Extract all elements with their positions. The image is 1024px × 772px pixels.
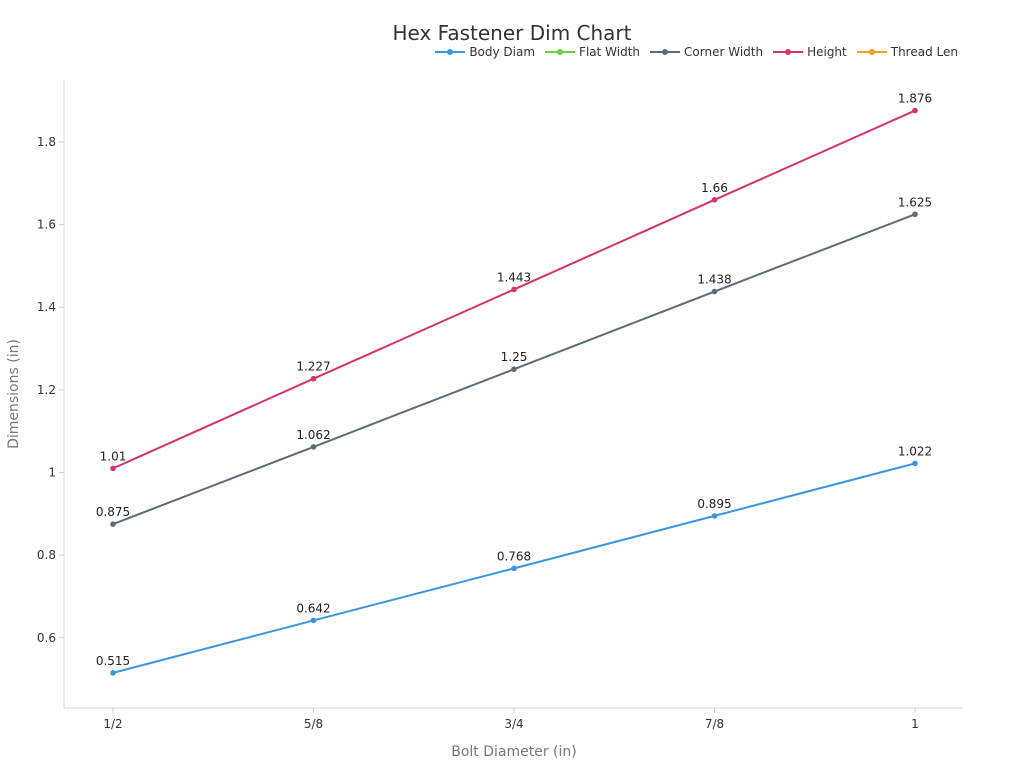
legend-swatch (435, 46, 466, 58)
body-diam-point (110, 670, 116, 676)
x-tick-label: 5/8 (304, 717, 323, 731)
height-point (511, 286, 517, 293)
y-tick-label: 1 (48, 466, 56, 480)
legend-label: Flat Width (579, 45, 641, 59)
series-corner-width: 0.875 1.062 1.25 1.438 1.625 (96, 195, 932, 527)
corner-width-data-label: 1.625 (898, 195, 932, 209)
legend-item-body-diam[interactable]: Body Diam (435, 45, 535, 59)
height-data-label: 1.443 (497, 270, 531, 284)
body-diam-data-label: 0.895 (697, 497, 731, 511)
y-tick-label: 1.6 (37, 218, 56, 232)
corner-width-point (711, 288, 718, 295)
height-point (711, 197, 718, 203)
height-data-label: 1.876 (898, 92, 932, 106)
x-tick-label: 7/8 (705, 717, 724, 731)
legend-swatch-dot (662, 49, 669, 55)
y-tick-label: 0.6 (37, 631, 56, 645)
x-tick-label: 1 (911, 717, 919, 731)
legend-swatch-dot (868, 49, 875, 55)
x-tick-label: 3/4 (504, 717, 523, 731)
legend-swatch (773, 46, 804, 58)
corner-width-data-label: 0.875 (96, 505, 130, 519)
corner-width-point (310, 444, 317, 450)
y-axis-label: Dimensions (in) (6, 339, 22, 449)
legend-swatch (650, 46, 681, 58)
chart-title: Hex Fastener Dim Chart (393, 21, 632, 45)
legend-label: Height (807, 45, 847, 59)
legend-label: Body Diam (469, 45, 536, 59)
body-diam-data-label: 0.642 (296, 601, 330, 615)
y-tick-label: 1.2 (37, 383, 56, 397)
legend-swatch (856, 46, 887, 58)
height-point (110, 465, 116, 472)
body-diam-data-label: 1.022 (898, 444, 932, 458)
legend-item-corner-width[interactable]: Corner Width (650, 45, 763, 59)
chart-marks: 0.5150.6420.7680.8951.0220.8751.0621.251… (96, 92, 932, 676)
legend-swatch-dot (785, 49, 792, 55)
legend: Body Diam Flat Width Corner Width Height Thr… (435, 45, 958, 59)
body-diam-point (511, 565, 517, 572)
legend-item-height[interactable]: Height (773, 45, 847, 59)
corner-width-data-label: 1.438 (697, 273, 731, 287)
y-tick-label: 1.8 (37, 135, 56, 149)
height-data-label: 1.227 (296, 360, 330, 374)
y-tick-label: 1.4 (37, 300, 56, 314)
body-diam-point (310, 617, 317, 624)
corner-width-data-label: 1.062 (296, 428, 330, 442)
legend-label: Corner Width (684, 45, 764, 59)
corner-width-point (912, 211, 918, 218)
body-diam-point (912, 460, 918, 467)
y-tick-label: 0.8 (37, 548, 56, 562)
height-point (912, 107, 918, 114)
x-tick-label: 1/2 (103, 717, 122, 731)
legend-swatch-dot (557, 49, 564, 55)
body-diam-point (711, 513, 718, 519)
height-data-label: 1.01 (100, 449, 127, 463)
height-point (310, 375, 317, 382)
body-diam-data-label: 0.768 (497, 549, 531, 563)
series-body-diam: 0.515 0.642 0.768 0.895 1.022 (96, 444, 932, 676)
height-data-label: 1.66 (701, 181, 728, 195)
series-height: 1.01 1.227 1.443 1.66 1.876 (100, 92, 932, 472)
legend-label: Thread Len (890, 45, 958, 59)
x-axis-label: Bolt Diameter (in) (451, 744, 577, 760)
corner-width-data-label: 1.25 (501, 350, 528, 364)
legend-item-flat-width[interactable]: Flat Width (545, 45, 640, 59)
corner-width-point (110, 521, 116, 527)
axes: 0.6 0.8 1 1.2 1.4 1.6 1.8 1/2 5/8 3/4 7/8 1 (37, 80, 963, 731)
legend-item-thread-len[interactable]: Thread Len (856, 45, 958, 59)
corner-width-point (511, 366, 517, 373)
legend-swatch (545, 46, 576, 58)
body-diam-data-label: 0.515 (96, 654, 130, 668)
legend-swatch-dot (447, 49, 454, 55)
